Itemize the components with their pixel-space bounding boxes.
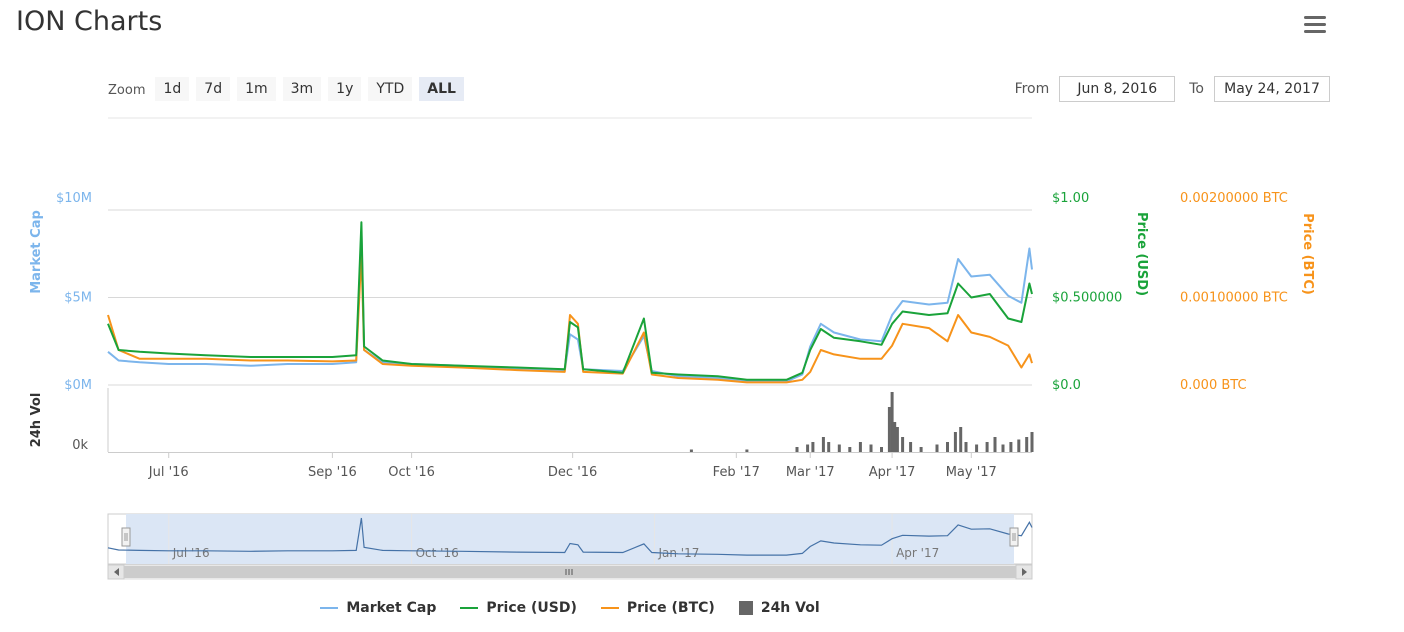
volume-bar: [821, 437, 825, 452]
volume-bar: [795, 447, 799, 452]
volume-bar: [935, 444, 939, 452]
volume-bar: [1017, 439, 1021, 452]
navigator-tick-label: Jan '17: [657, 546, 699, 560]
price-btc-tick-label: 0.00200000 BTC: [1180, 191, 1288, 206]
x-tick-label: Apr '17: [869, 465, 916, 480]
volume-bar: [848, 447, 852, 452]
price-btc-series-line: [107, 252, 1033, 384]
volume-bar: [909, 442, 913, 452]
zoom-button-3m[interactable]: 3m: [282, 77, 322, 101]
volume-bar: [919, 447, 923, 452]
x-tick-label: Dec '16: [548, 465, 597, 480]
zoom-button-1d[interactable]: 1d: [155, 77, 190, 101]
zoom-button-all[interactable]: ALL: [419, 77, 464, 101]
x-tick-label: May '17: [946, 465, 997, 480]
navigator-handle-right[interactable]: [1009, 527, 1019, 547]
hamburger-menu-icon[interactable]: [1304, 16, 1326, 34]
navigator-series-line: [107, 517, 1033, 556]
legend-item-24h-vol[interactable]: 24h Vol: [738, 600, 820, 616]
x-tick-label: Sep '16: [308, 465, 357, 480]
price-btc-tick-label: 0.000 BTC: [1180, 378, 1247, 393]
volume-bar: [959, 427, 963, 452]
price-usd-tick-label: $0.500000: [1052, 291, 1122, 306]
legend-label: Price (BTC): [626, 600, 715, 616]
volume-bar: [901, 437, 905, 452]
legend-item-market-cap[interactable]: Market Cap: [320, 600, 436, 616]
x-tick-label: Mar '17: [786, 465, 835, 480]
date-range-selector: From To: [1015, 76, 1330, 102]
to-date-input[interactable]: [1214, 76, 1330, 102]
volume-bar: [893, 422, 897, 452]
volume-axis-title: 24h Vol: [29, 393, 44, 448]
volume-bar: [827, 442, 831, 452]
volume-bar: [1025, 437, 1029, 452]
navigator-tick-label: Jul '16: [172, 546, 210, 560]
legend-item-price-btc[interactable]: Price (BTC): [600, 600, 715, 616]
navigator-selection[interactable]: [126, 514, 1014, 564]
x-tick-label: Feb '17: [713, 465, 760, 480]
zoom-toolbar: Zoom 1d 7d 1m 3m 1y YTD ALL: [108, 76, 471, 102]
volume-bar: [895, 427, 899, 452]
price-usd-series-line: [107, 221, 1033, 381]
volume-bar: [811, 442, 815, 452]
price-btc-axis-title: Price (BTC): [1300, 213, 1315, 295]
arrow-left-icon: [114, 568, 119, 576]
zoom-label: Zoom: [108, 82, 146, 98]
from-date-input[interactable]: [1059, 76, 1176, 102]
volume-bar: [869, 444, 873, 452]
volume-bar: [985, 442, 989, 452]
page-title: ION Charts: [16, 6, 163, 37]
volume-bar: [975, 444, 979, 452]
zoom-button-1y[interactable]: 1y: [328, 77, 362, 101]
zoom-button-ytd[interactable]: YTD: [368, 77, 413, 101]
navigator-handle-left[interactable]: [121, 527, 131, 547]
arrow-right-icon: [1022, 568, 1027, 576]
volume-bar: [837, 444, 841, 452]
volume-bar: [953, 432, 957, 452]
volume-bar: [890, 392, 894, 452]
volume-tick-label: 0k: [72, 438, 88, 453]
x-tick-label: Jul '16: [148, 465, 189, 480]
price-usd-tick-label: $0.0: [1052, 378, 1081, 393]
scrollbar-thumb[interactable]: [124, 566, 1016, 578]
volume-bar: [858, 442, 862, 452]
price-btc-tick-label: 0.00100000 BTC: [1180, 291, 1288, 306]
zoom-button-1m[interactable]: 1m: [237, 77, 276, 101]
legend-label: 24h Vol: [760, 600, 820, 616]
volume-bar: [689, 449, 693, 452]
market-cap-axis-title: Market Cap: [29, 210, 44, 294]
market-cap-series-line: [107, 230, 1033, 383]
legend-label: Price (USD): [486, 600, 577, 616]
volume-bar: [1030, 432, 1034, 452]
volume-bar: [1001, 444, 1005, 452]
volume-bar: [946, 442, 949, 452]
volume-bar: [993, 437, 997, 452]
volume-bar: [1009, 442, 1013, 452]
volume-bar: [880, 447, 883, 452]
chart-legend: Market Cap Price (USD) Price (BTC) 24h V…: [0, 600, 1140, 616]
volume-bar: [887, 407, 891, 452]
navigator-tick-label: Oct '16: [416, 546, 459, 560]
price-usd-tick-label: $1.00: [1052, 191, 1089, 206]
legend-label: Market Cap: [346, 600, 437, 616]
price-usd-axis-title: Price (USD): [1134, 212, 1149, 296]
volume-bar: [964, 442, 968, 452]
zoom-button-7d[interactable]: 7d: [196, 77, 231, 101]
from-label: From: [1014, 81, 1050, 97]
market-cap-tick-label: $0M: [64, 378, 92, 393]
volume-bar: [745, 449, 749, 452]
legend-item-price-usd[interactable]: Price (USD): [460, 600, 577, 616]
volume-bar: [806, 444, 810, 452]
market-cap-tick-label: $10M: [56, 191, 92, 206]
to-label: To: [1189, 81, 1204, 97]
market-cap-tick-label: $5M: [64, 291, 92, 306]
x-tick-label: Oct '16: [388, 465, 435, 480]
navigator-tick-label: Apr '17: [896, 546, 939, 560]
